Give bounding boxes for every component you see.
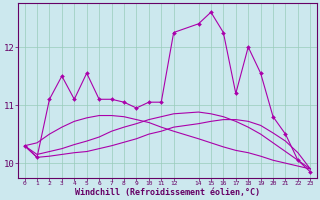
X-axis label: Windchill (Refroidissement éolien,°C): Windchill (Refroidissement éolien,°C) bbox=[75, 188, 260, 197]
